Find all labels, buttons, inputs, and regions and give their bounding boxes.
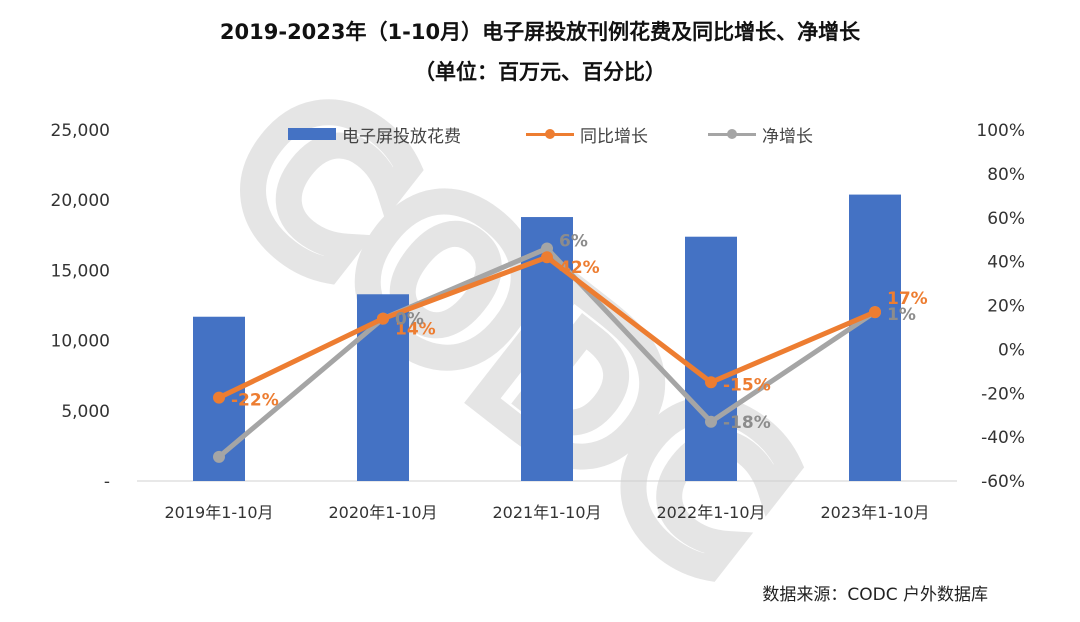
data-label-yoy: 42% bbox=[559, 258, 600, 278]
x-tick-label: 2020年1-10月 bbox=[328, 503, 437, 522]
y-left-tick-label: 5,000 bbox=[61, 402, 110, 422]
data-label-yoy: 14% bbox=[395, 320, 436, 340]
bar-spend bbox=[685, 236, 737, 481]
y-left-tick-label: 10,000 bbox=[51, 332, 110, 352]
chart-subtitle: （单位：百万元、百分比） bbox=[414, 60, 666, 84]
y-right-tick-label: -20% bbox=[981, 384, 1025, 404]
y-right-tick-label: 60% bbox=[987, 209, 1025, 229]
x-tick-label: 2022年1-10月 bbox=[656, 503, 765, 522]
data-source: 数据来源：CODC 户外数据库 bbox=[762, 585, 988, 605]
data-label-yoy: 17% bbox=[887, 289, 928, 309]
legend-label-spend: 电子屏投放花费 bbox=[342, 126, 461, 147]
y-right-tick-label: 40% bbox=[987, 253, 1025, 273]
legend-swatch-net bbox=[708, 128, 756, 140]
legend-swatch-yoy bbox=[526, 128, 574, 140]
y-left-tick-label: - bbox=[104, 472, 110, 492]
data-label-net: 0% bbox=[395, 310, 424, 330]
legend-swatch-spend bbox=[288, 128, 336, 140]
data-label-net: 1% bbox=[887, 305, 916, 325]
bar-spend bbox=[849, 194, 901, 482]
point-yoy-growth bbox=[541, 251, 553, 264]
y-right-tick-label: 0% bbox=[998, 340, 1025, 360]
x-tick-label: 2019年1-10月 bbox=[164, 503, 273, 522]
data-label-yoy: -22% bbox=[231, 391, 279, 411]
point-net-growth bbox=[705, 415, 717, 428]
y-right-tick-label: -40% bbox=[981, 428, 1025, 448]
x-tick-label: 2023年1-10月 bbox=[820, 503, 929, 522]
legend-item-net: 净增长 bbox=[708, 122, 813, 147]
data-label-yoy: -15% bbox=[723, 375, 771, 395]
legend-label-yoy: 同比增长 bbox=[580, 126, 648, 147]
point-yoy-growth bbox=[869, 306, 881, 319]
point-yoy-growth bbox=[377, 312, 389, 325]
legend-label-net: 净增长 bbox=[762, 126, 813, 147]
chart-title: 2019-2023年（1-10月）电子屏投放刊例花费及同比增长、净增长 bbox=[219, 20, 861, 44]
y-left-tick-label: 15,000 bbox=[51, 261, 110, 281]
point-net-growth bbox=[541, 242, 553, 255]
data-label-net: -18% bbox=[723, 413, 771, 433]
data-label-net: 6% bbox=[559, 231, 588, 251]
y-left-tick-label: 20,000 bbox=[51, 191, 110, 211]
legend-item-yoy: 同比增长 bbox=[526, 122, 648, 147]
y-right-tick-label: 80% bbox=[987, 165, 1025, 185]
y-left-tick-label: 25,000 bbox=[51, 121, 110, 141]
y-right-tick-label: -60% bbox=[981, 472, 1025, 492]
point-yoy-growth bbox=[213, 391, 225, 404]
x-tick-label: 2021年1-10月 bbox=[492, 503, 601, 522]
legend-item-spend: 电子屏投放花费 bbox=[288, 122, 461, 147]
y-right-tick-label: 100% bbox=[976, 121, 1025, 141]
point-net-growth bbox=[213, 450, 225, 463]
point-yoy-growth bbox=[705, 376, 717, 389]
y-right-tick-label: 20% bbox=[987, 297, 1025, 317]
